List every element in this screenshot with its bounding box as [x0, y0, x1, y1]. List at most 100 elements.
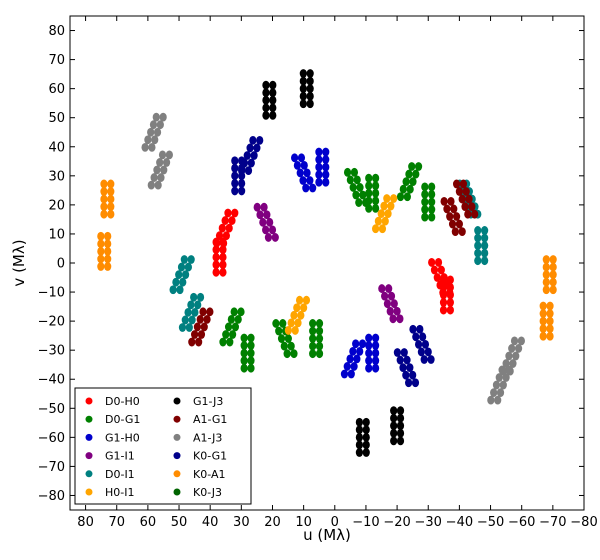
- y-tick-label: 20: [48, 198, 65, 213]
- data-point: [148, 142, 156, 152]
- data-point: [510, 336, 519, 346]
- legend-marker: [173, 488, 181, 496]
- data-point: [197, 330, 206, 339]
- data-point: [315, 155, 323, 164]
- data-point: [269, 95, 277, 105]
- y-tick-label: 80: [48, 24, 65, 39]
- data-point: [299, 91, 307, 101]
- data-point: [412, 169, 420, 179]
- data-point: [353, 175, 361, 185]
- data-point: [302, 295, 311, 305]
- data-point: [371, 196, 380, 206]
- data-point: [269, 110, 277, 120]
- data-point: [195, 337, 203, 347]
- data-point: [411, 378, 420, 388]
- data-point: [403, 355, 411, 365]
- data-point: [365, 363, 373, 373]
- data-point: [219, 252, 227, 262]
- data-point: [439, 298, 448, 307]
- y-tick-label: −20: [38, 315, 65, 330]
- data-point: [499, 380, 507, 390]
- data-point: [194, 300, 202, 310]
- data-point: [439, 283, 448, 292]
- data-point: [280, 341, 288, 351]
- data-point: [188, 315, 196, 325]
- legend-marker: [85, 470, 93, 478]
- data-point: [290, 310, 298, 320]
- data-point: [306, 91, 314, 101]
- data-point: [244, 166, 253, 175]
- legend-label: D0-G1: [105, 413, 140, 426]
- data-point: [100, 209, 108, 219]
- data-point: [539, 324, 547, 334]
- data-point: [256, 210, 264, 220]
- data-point: [406, 363, 414, 373]
- data-point: [452, 212, 461, 221]
- data-point: [362, 440, 370, 450]
- data-point: [512, 351, 520, 361]
- data-point: [185, 323, 193, 332]
- data-point: [427, 355, 435, 364]
- legend-marker: [85, 433, 93, 441]
- data-point: [490, 388, 498, 398]
- data-point: [187, 300, 195, 310]
- data-point: [253, 202, 261, 212]
- x-axis-ticks: 80 70 60 50 40 30 20 10 0 −10 −20 −30 −40 −50 −60 −70 −8…: [77, 16, 598, 530]
- data-point: [396, 192, 405, 202]
- data-point: [542, 262, 550, 272]
- data-point: [383, 299, 392, 309]
- data-point: [365, 333, 373, 343]
- data-point: [231, 163, 239, 173]
- data-point: [104, 254, 112, 264]
- legend-marker: [85, 415, 93, 423]
- data-point: [380, 201, 388, 211]
- data-point: [355, 432, 363, 442]
- data-point: [428, 182, 436, 192]
- data-point: [487, 395, 495, 405]
- data-point: [414, 162, 423, 171]
- data-point: [303, 168, 311, 178]
- data-point: [240, 341, 248, 350]
- data-point: [228, 216, 236, 225]
- data-point: [238, 163, 246, 173]
- data-point: [107, 194, 115, 204]
- data-point: [458, 227, 466, 237]
- data-point: [517, 336, 525, 346]
- data-point: [262, 225, 270, 235]
- data-point: [249, 135, 257, 145]
- data-point: [359, 190, 367, 200]
- data-point: [240, 348, 248, 358]
- data-point: [224, 208, 232, 218]
- data-point: [107, 179, 115, 189]
- data-point: [247, 333, 255, 343]
- data-point: [247, 158, 255, 168]
- data-point: [238, 186, 246, 196]
- data-point: [322, 147, 330, 157]
- data-point: [222, 330, 230, 339]
- data-point: [219, 260, 227, 270]
- data-point: [393, 306, 401, 316]
- data-point: [322, 177, 330, 187]
- data-point: [315, 326, 324, 336]
- data-point: [496, 388, 505, 398]
- data-point: [458, 194, 466, 204]
- data-point: [356, 346, 364, 356]
- data-point: [266, 217, 274, 227]
- data-point: [294, 318, 302, 328]
- data-point: [100, 194, 108, 204]
- data-point: [144, 135, 152, 145]
- data-point: [300, 303, 308, 313]
- data-point: [250, 151, 258, 160]
- data-point: [147, 180, 155, 190]
- x-tick-label: −50: [477, 515, 504, 530]
- data-point: [107, 187, 115, 196]
- data-point: [549, 285, 557, 295]
- data-point: [269, 103, 277, 113]
- data-point: [269, 88, 277, 98]
- data-point: [542, 270, 550, 280]
- data-point: [542, 255, 550, 264]
- data-point: [153, 127, 162, 137]
- data-point: [279, 319, 287, 328]
- data-point: [386, 306, 394, 316]
- data-point: [219, 267, 227, 277]
